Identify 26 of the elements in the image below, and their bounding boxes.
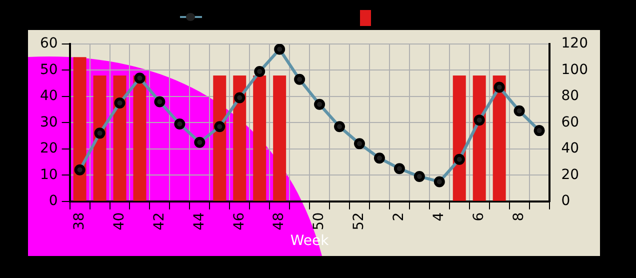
x-tick-label: 40 xyxy=(111,212,128,230)
y2-tick-label: 60 xyxy=(561,114,580,130)
x-tick-label: 8 xyxy=(510,212,527,222)
x-tick-label: 42 xyxy=(151,212,168,230)
y-tick-label: 40 xyxy=(40,88,58,104)
y-tick-label: 0 xyxy=(48,193,58,210)
x-tick-label: 50 xyxy=(311,212,328,230)
y-tick-label: 20 xyxy=(40,140,58,157)
x-tick-label: 46 xyxy=(231,212,248,230)
x-tick-label: 4 xyxy=(431,212,448,222)
y-tick-label: 50 xyxy=(40,62,58,78)
y-tick-label: 10 xyxy=(40,166,58,183)
y2-tick-label: 80 xyxy=(561,88,580,104)
y-tick-label: 30 xyxy=(40,114,58,130)
y2-tick-label: 0 xyxy=(561,193,570,210)
x-tick-label: 38 xyxy=(71,212,88,230)
x-tick-label: 52 xyxy=(351,212,368,230)
y-tick-label: 60 xyxy=(40,36,58,52)
x-tick-label: 44 xyxy=(191,212,208,230)
y2-tick-label: 20 xyxy=(561,166,580,183)
x-tick-label: 2 xyxy=(391,212,408,222)
y2-tick-label: 40 xyxy=(561,140,580,157)
x-tick-label: 48 xyxy=(271,212,288,230)
x-tick-label: 6 xyxy=(470,212,487,222)
y2-tick-label: 120 xyxy=(561,36,588,52)
y2-tick-label: 100 xyxy=(561,62,588,78)
